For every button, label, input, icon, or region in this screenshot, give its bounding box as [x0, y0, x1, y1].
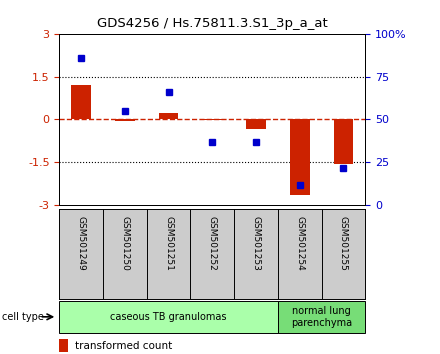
Text: caseous TB granulomas: caseous TB granulomas	[110, 312, 227, 322]
Bar	[59, 339, 68, 352]
Text: normal lung
parenchyma: normal lung parenchyma	[291, 306, 352, 328]
Text: GSM501252: GSM501252	[208, 216, 217, 271]
Text: GSM501254: GSM501254	[295, 216, 304, 271]
Text: GSM501255: GSM501255	[339, 216, 348, 271]
Text: GSM501250: GSM501250	[121, 216, 129, 271]
Bar	[115, 120, 135, 121]
Bar	[278, 301, 365, 333]
Title: GDS4256 / Hs.75811.3.S1_3p_a_at: GDS4256 / Hs.75811.3.S1_3p_a_at	[97, 17, 328, 30]
Text: GSM501249: GSM501249	[77, 216, 86, 271]
Bar	[159, 113, 179, 120]
Bar	[71, 85, 91, 120]
Text: cell type: cell type	[2, 312, 44, 322]
Bar	[59, 301, 278, 333]
Bar	[290, 120, 309, 195]
Bar	[246, 120, 266, 130]
Bar	[334, 120, 353, 164]
Text: GSM501251: GSM501251	[164, 216, 173, 271]
Text: transformed count: transformed count	[75, 341, 172, 350]
Text: GSM501253: GSM501253	[252, 216, 260, 271]
